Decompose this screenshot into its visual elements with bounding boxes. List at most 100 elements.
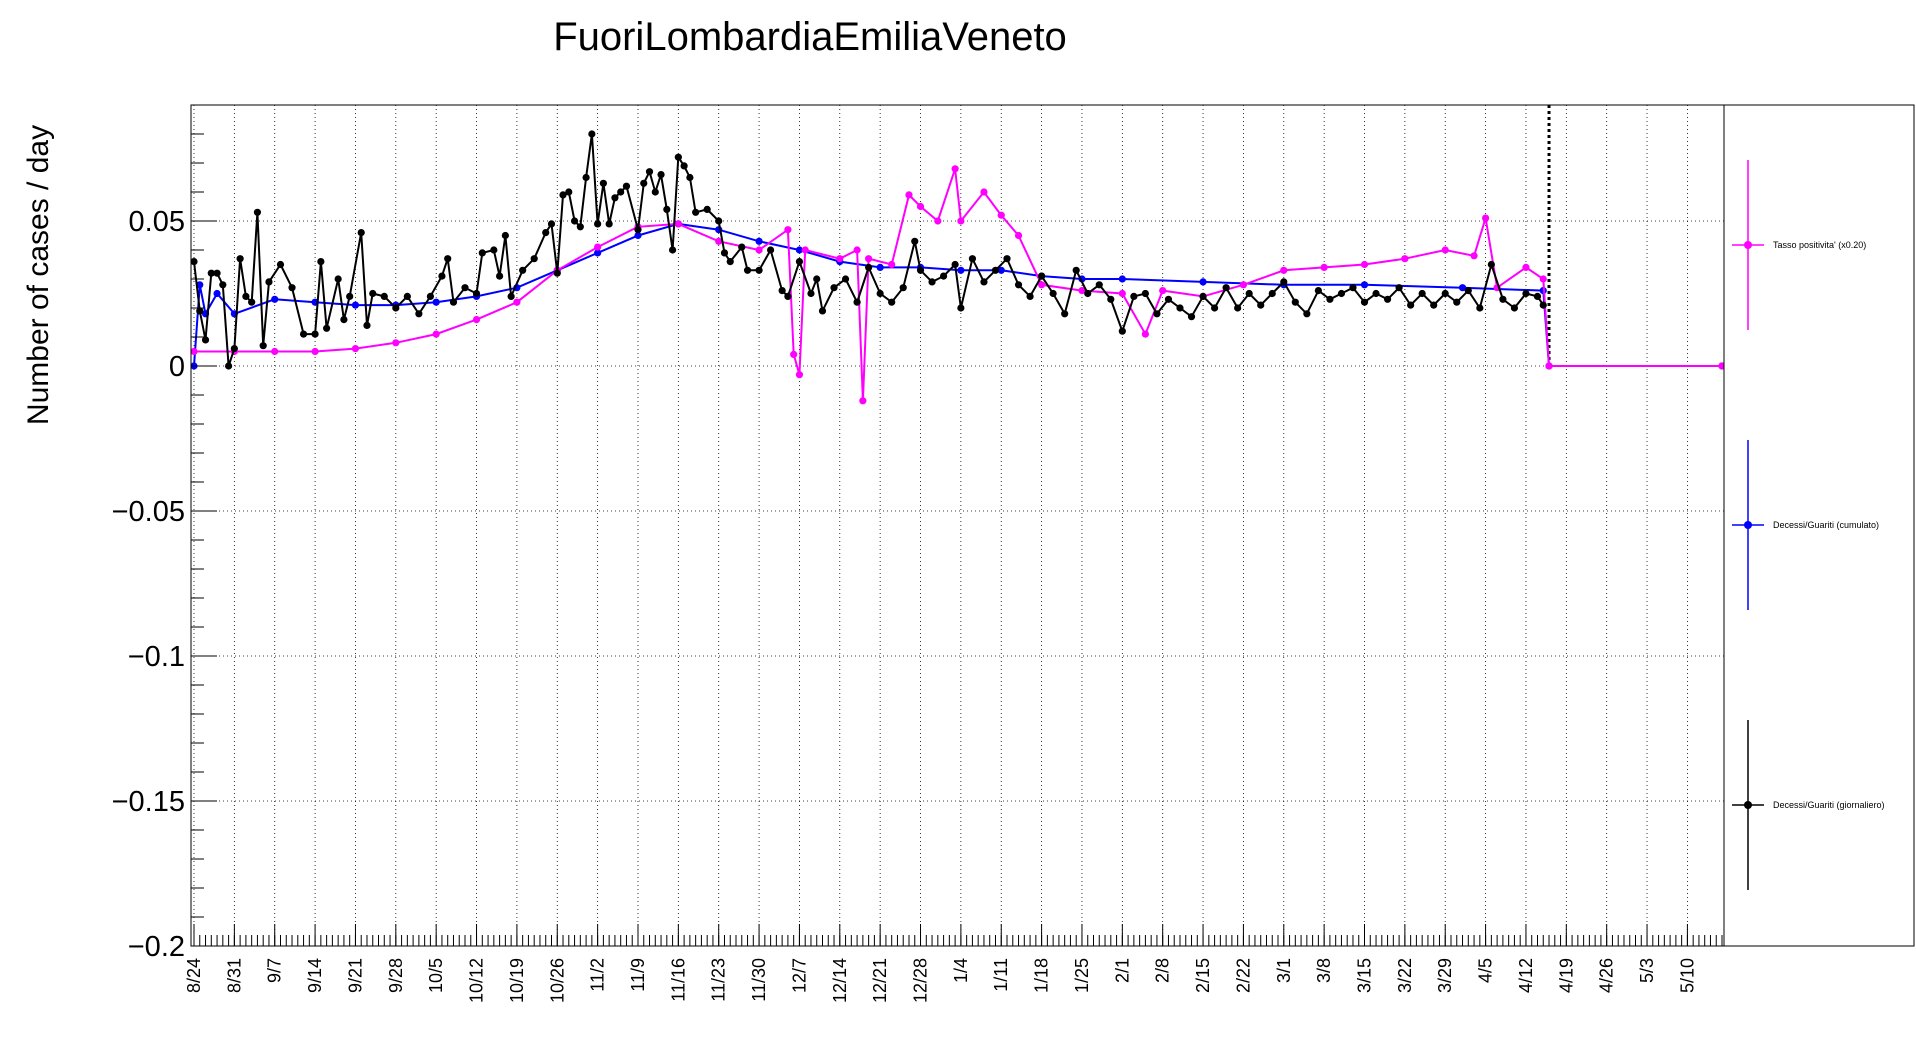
data-point (611, 194, 619, 202)
x-tick-label: 10/12 (467, 958, 487, 1003)
data-point (311, 330, 319, 338)
x-tick-label: 12/7 (789, 958, 809, 993)
data-point (599, 179, 607, 187)
data-point (795, 258, 804, 266)
data-point (1061, 310, 1069, 318)
x-tick-label: 11/30 (749, 958, 769, 1002)
data-point (726, 258, 734, 266)
data-point (323, 324, 331, 332)
data-point (720, 249, 729, 257)
data-point (276, 260, 285, 269)
data-point (1199, 278, 1207, 286)
data-point (841, 275, 850, 283)
data-point (1014, 281, 1023, 289)
data-point (680, 162, 688, 170)
data-point (1118, 327, 1126, 335)
data-point (686, 173, 694, 182)
data-point (461, 284, 469, 292)
x-tick-label: 10/5 (426, 958, 446, 993)
x-tick-label: 3/22 (1395, 958, 1415, 993)
data-point (219, 281, 227, 289)
data-point (299, 330, 308, 338)
data-point (1118, 289, 1126, 298)
data-point (1014, 231, 1023, 240)
data-point (236, 255, 244, 263)
x-tick-label: 11/9 (628, 958, 648, 992)
data-point (190, 258, 198, 266)
chart-title: FuoriLombardiaEmiliaVeneto (553, 15, 1067, 59)
data-point (334, 275, 342, 283)
x-tick-label: 12/21 (870, 958, 890, 1003)
data-point (605, 220, 613, 228)
data-point (1487, 260, 1495, 269)
data-point (743, 266, 752, 274)
x-tick-label: 11/16 (668, 958, 688, 1002)
data-point (472, 289, 481, 298)
data-point (582, 173, 590, 182)
data-point (778, 287, 786, 295)
x-tick-label: 1/4 (951, 958, 971, 983)
data-point (888, 298, 896, 306)
data-point (1545, 362, 1553, 370)
data-point (767, 246, 775, 254)
data-point (1360, 281, 1369, 289)
data-point (351, 345, 360, 353)
y-tick-label: −0.15 (112, 786, 185, 818)
data-point (916, 266, 925, 274)
data-point (1401, 255, 1409, 263)
data-point (432, 330, 440, 338)
data-point (715, 237, 723, 245)
data-point (1176, 304, 1184, 312)
data-point (1245, 289, 1253, 298)
data-point (1159, 287, 1167, 295)
data-point (645, 168, 654, 176)
data-point (818, 307, 827, 315)
data-point (271, 295, 279, 303)
data-point (663, 205, 671, 213)
data-point (444, 255, 452, 263)
data-point (201, 336, 210, 344)
grid-lines (191, 105, 1724, 946)
data-point (1314, 287, 1322, 295)
data-point (1049, 289, 1057, 298)
x-tick-label: 9/14 (305, 958, 325, 993)
data-point (928, 278, 936, 286)
data-point (1303, 310, 1311, 318)
series-2 (190, 130, 1547, 370)
data-point (432, 298, 440, 306)
data-point (1476, 304, 1484, 312)
x-tick-label: 11/2 (588, 958, 608, 992)
data-point (853, 246, 861, 254)
data-point (507, 292, 515, 300)
data-point (617, 188, 625, 196)
data-point (288, 284, 296, 292)
data-point (1095, 281, 1103, 289)
x-tick-label: 11/23 (709, 958, 729, 1002)
x-tick-label: 2/15 (1193, 958, 1213, 993)
data-point (674, 220, 682, 228)
data-point (1360, 260, 1369, 269)
data-point (1470, 252, 1478, 260)
data-point (905, 191, 913, 199)
data-point (813, 275, 821, 283)
data-point (1234, 304, 1242, 312)
data-point (242, 292, 250, 300)
data-point (1349, 284, 1357, 292)
data-point (1533, 292, 1542, 300)
y-axis-label: Number of cases / day (22, 125, 55, 425)
data-point (594, 249, 602, 257)
data-point (1539, 275, 1547, 283)
data-point (1222, 284, 1230, 292)
data-point (369, 289, 377, 298)
data-point (1539, 301, 1547, 309)
data-point (271, 347, 279, 356)
x-tick-label: 3/1 (1274, 958, 1294, 983)
data-point (565, 188, 573, 196)
data-point (1107, 295, 1115, 303)
data-point (196, 281, 204, 289)
data-point (853, 298, 861, 306)
data-point (363, 321, 371, 329)
data-point (513, 298, 521, 306)
data-point (259, 342, 267, 350)
data-point (207, 269, 215, 277)
